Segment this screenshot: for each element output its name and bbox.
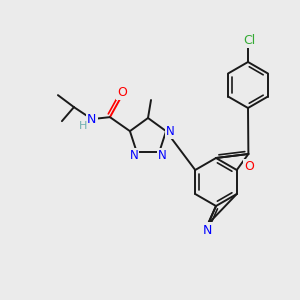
Text: Cl: Cl	[243, 34, 255, 46]
Text: O: O	[245, 160, 254, 173]
Text: O: O	[117, 85, 127, 99]
Text: N: N	[87, 112, 97, 126]
Text: N: N	[130, 149, 138, 162]
Text: N: N	[158, 149, 167, 162]
Text: N: N	[202, 224, 212, 236]
Text: H: H	[79, 121, 87, 131]
Text: N: N	[166, 124, 174, 138]
